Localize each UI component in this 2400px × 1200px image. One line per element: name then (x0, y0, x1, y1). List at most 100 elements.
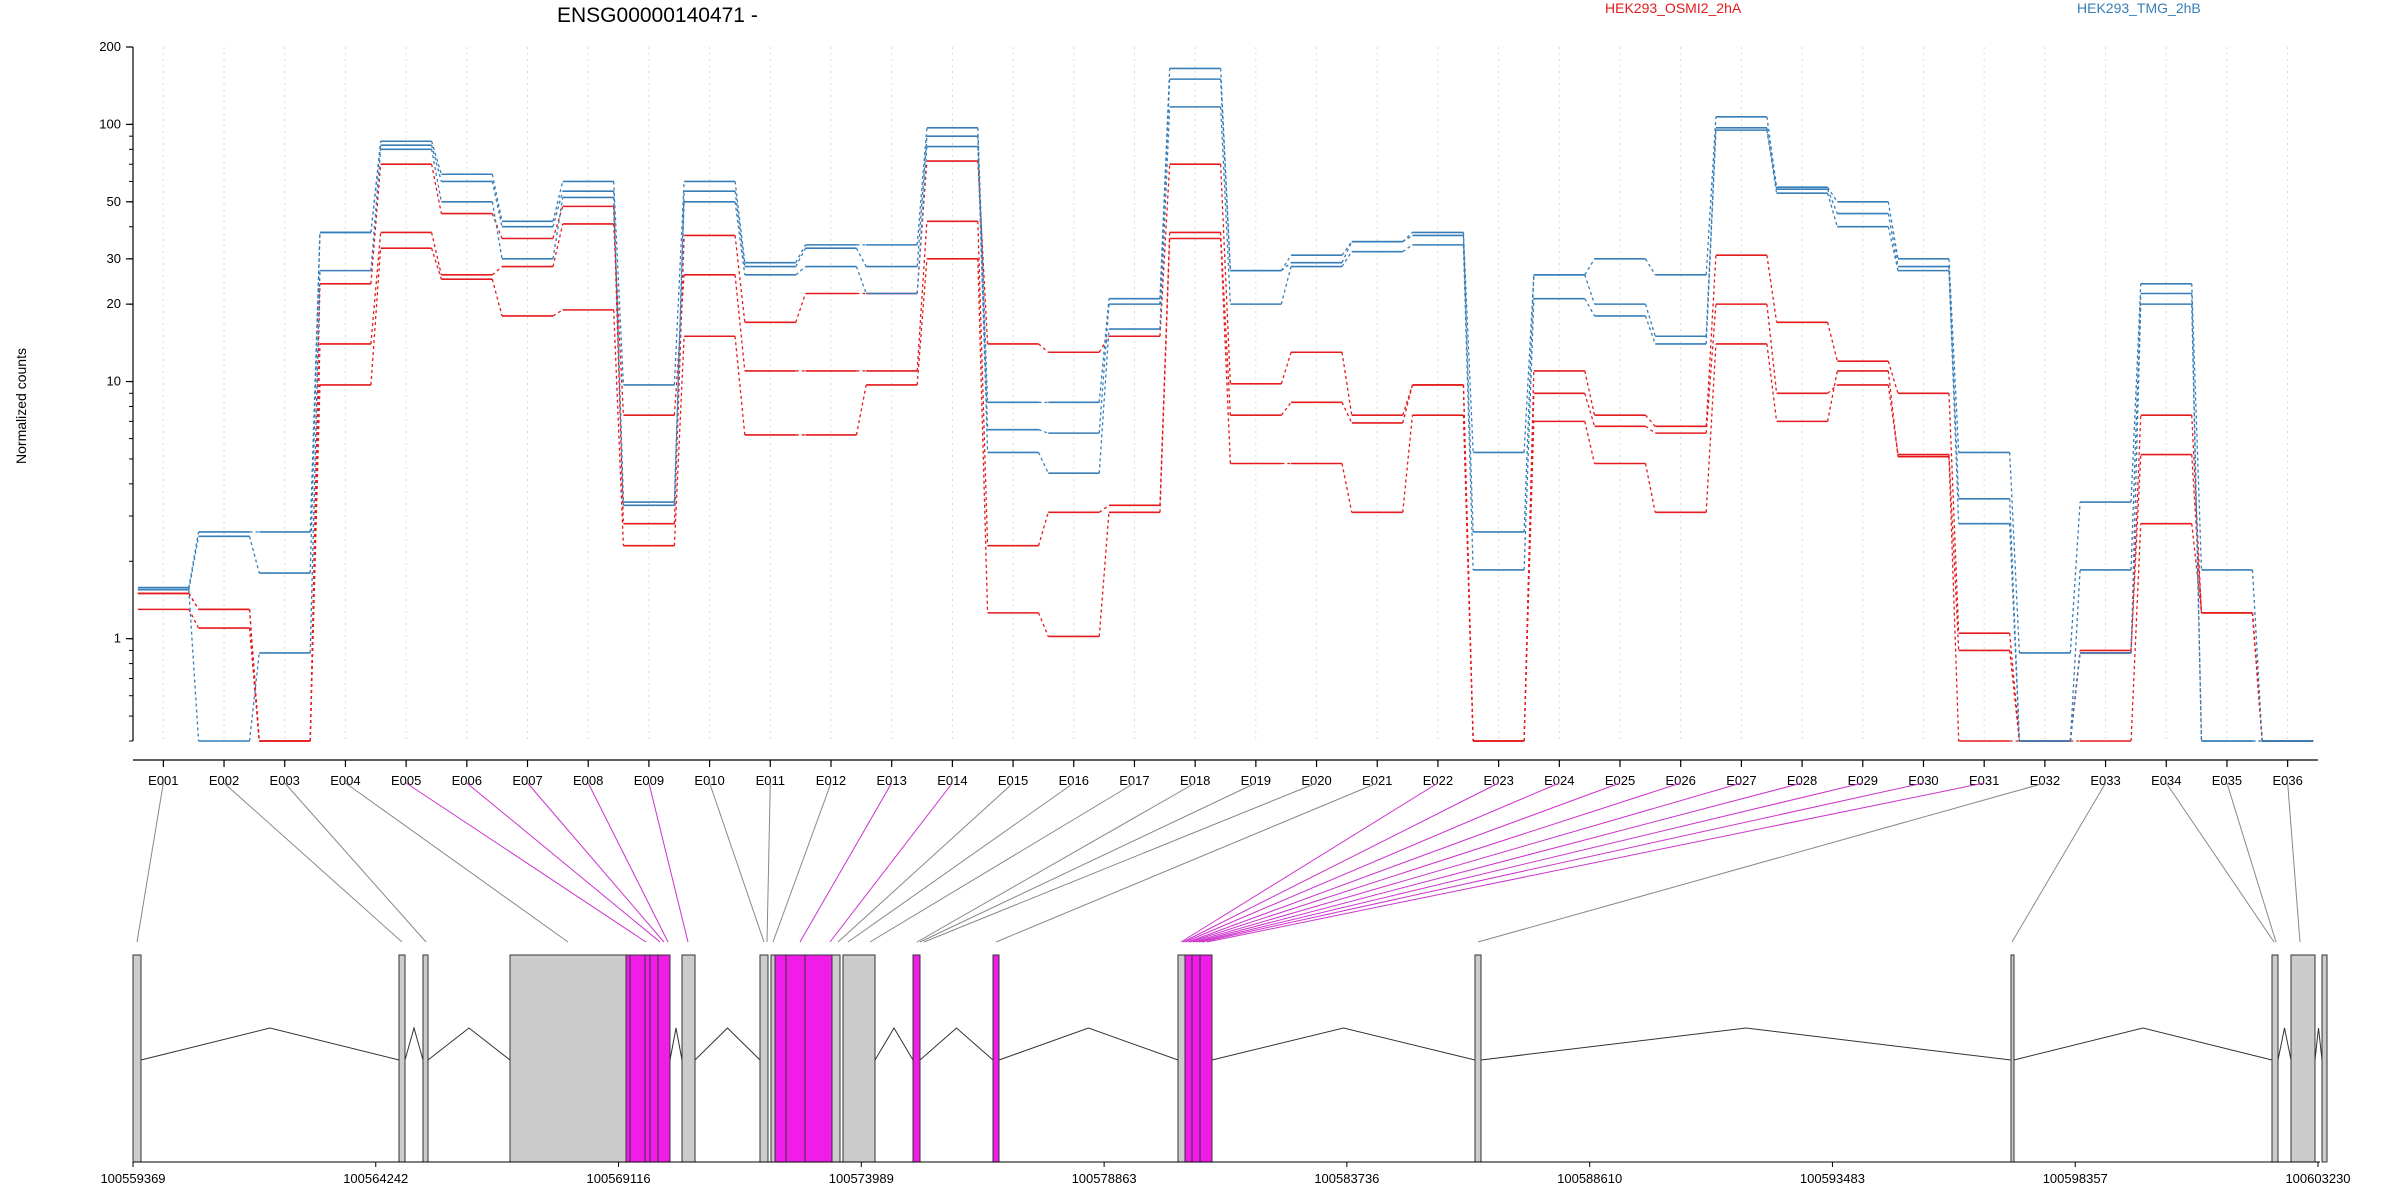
exon-connector (995, 782, 1378, 943)
series-transition (1462, 244, 1474, 570)
series-transition (977, 221, 989, 546)
exon-connector (527, 782, 665, 943)
series-transition (916, 258, 928, 385)
x-tick-label: E004 (330, 773, 360, 788)
series-transition (795, 293, 807, 323)
series-transition (673, 201, 685, 506)
series-transition (1402, 384, 1414, 416)
series-transition (1098, 512, 1110, 637)
x-tick-label: E027 (1726, 773, 1756, 788)
series-transition (1584, 421, 1596, 464)
series-transition (673, 191, 685, 503)
series-transition (1584, 258, 1596, 276)
series-transition (2191, 523, 2203, 613)
intron (2013, 1027, 2273, 1061)
series-transition (1705, 255, 1717, 427)
exon-block (1184, 954, 1213, 1163)
series-transition (1948, 266, 1960, 499)
series-transition (795, 247, 807, 267)
series-transition (552, 206, 564, 239)
gene-axis-label: 100588610 (1557, 1171, 1622, 1186)
series-transition (1766, 127, 1778, 190)
exon-connector (709, 782, 765, 943)
series-1 (137, 160, 2314, 742)
series-transition (1462, 415, 1474, 742)
gene-axis-label: 100603230 (2285, 1171, 2350, 1186)
series-transition (1219, 106, 1232, 305)
y-tick-label: 1 (114, 631, 121, 646)
series-transition (734, 191, 746, 267)
series-transition (248, 609, 260, 742)
exon-connector (1198, 782, 1863, 943)
x-tick-label: E014 (937, 773, 967, 788)
series-transition (248, 536, 260, 574)
exon-connector (2287, 782, 2301, 943)
series-transition (673, 235, 685, 524)
series-transition (2069, 569, 2081, 742)
exon-connector (829, 782, 953, 943)
exon-block (681, 954, 696, 1163)
x-tick-label: E002 (209, 773, 239, 788)
gene-axis-label: 100578863 (1072, 1171, 1137, 1186)
exon-connector (916, 782, 1196, 943)
series-transition (552, 309, 564, 317)
series-transition (1098, 335, 1110, 353)
series-transition (1341, 352, 1353, 416)
series-transition (855, 247, 867, 267)
x-tick-label: E022 (1423, 773, 1453, 788)
series-transition (1037, 512, 1049, 546)
exon-connector (847, 782, 1075, 943)
series-transition (1523, 393, 1535, 742)
exon-connector (919, 782, 1257, 943)
series-transition (1644, 258, 1656, 276)
x-tick-label: E016 (1059, 773, 1089, 788)
intron (2277, 1027, 2292, 1061)
series-transition (1219, 79, 1232, 271)
exon-connector (2226, 782, 2277, 943)
series-transition (1644, 303, 1656, 337)
x-tick-label: E033 (2090, 773, 2120, 788)
x-tick-label: E017 (1119, 773, 1149, 788)
x-tick-label: E010 (694, 773, 724, 788)
series-transition (2130, 454, 2142, 651)
series-transition (795, 244, 807, 263)
intron (874, 1027, 914, 1061)
series-transition (1827, 384, 1838, 394)
intron (2314, 1027, 2323, 1061)
series-transition (916, 127, 928, 245)
series-transition (795, 266, 806, 276)
exon-block (1177, 954, 1186, 1163)
series-transition (1402, 415, 1414, 513)
exon-block (2010, 954, 2015, 1163)
series-transition (1705, 127, 1717, 337)
exon-connector (587, 782, 669, 943)
x-tick-label: E032 (2030, 773, 2060, 788)
x-tick-label: E011 (756, 773, 785, 788)
series-transition (1826, 322, 1838, 362)
exon-connector (1189, 782, 1681, 943)
exon-block (2290, 954, 2316, 1163)
series-transition (1098, 329, 1110, 474)
intron (1211, 1027, 1476, 1061)
x-axis: E001 E002 E003 E004 E005 E006 E007 E008 E009 E010… (133, 759, 2318, 788)
gene-axis-label: 100598357 (2043, 1171, 2108, 1186)
x-tick-label: E034 (2151, 773, 2181, 788)
y-axis-label: Normalized counts (13, 348, 29, 464)
series-transition (309, 232, 321, 574)
exon-block (398, 954, 406, 1163)
y-tick-label: 50 (107, 194, 121, 209)
exon-block (1474, 954, 1482, 1163)
series-transition (1887, 226, 1899, 271)
intron (694, 1027, 761, 1061)
series-2 (137, 220, 2314, 742)
series-transition (430, 232, 442, 275)
exon-connector (1187, 782, 1621, 943)
exon-connector (1477, 782, 2046, 943)
exon-block (759, 954, 769, 1163)
series-transition (430, 164, 442, 214)
series-transition (1523, 274, 1535, 532)
x-tick-label: E020 (1301, 773, 1331, 788)
gene-axis-label: 100593483 (1800, 1171, 1865, 1186)
gene-axis-label: 100583736 (1314, 1171, 1379, 1186)
